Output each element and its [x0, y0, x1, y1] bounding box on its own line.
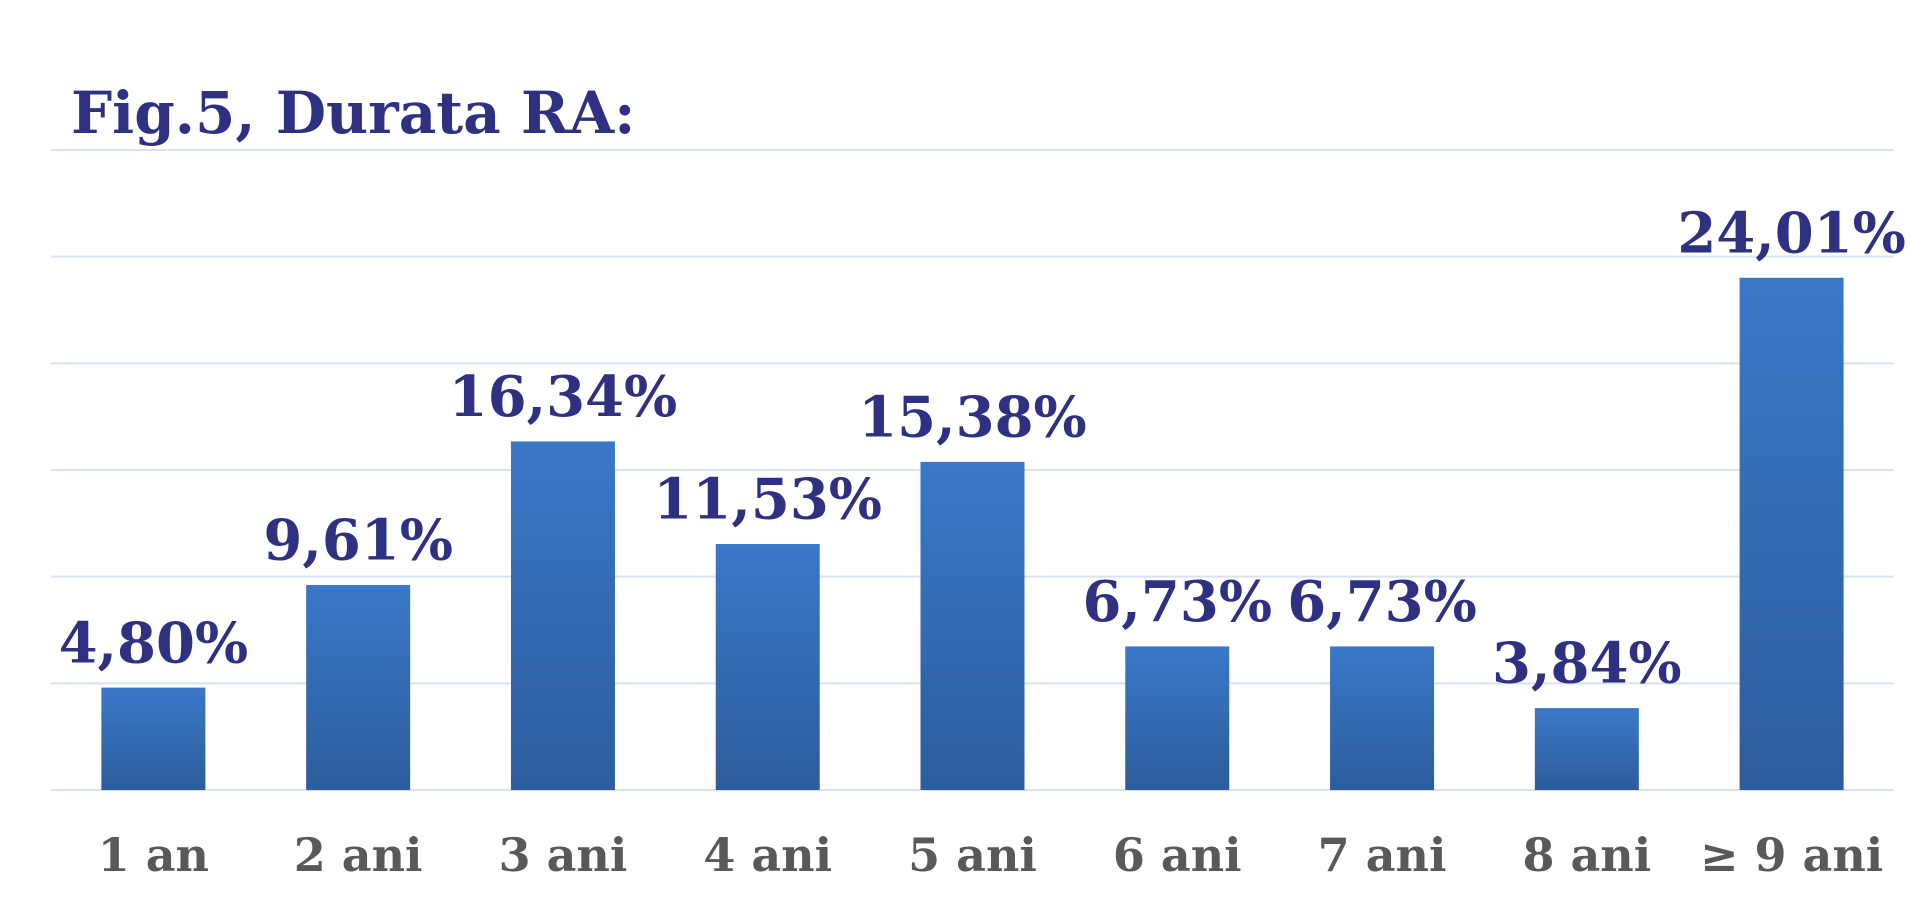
x-tick-label: 4 ani	[703, 828, 832, 882]
value-label: 6,73%	[1082, 569, 1272, 635]
x-tick-label: 1 an	[98, 828, 209, 882]
bar	[920, 461, 1025, 790]
bar	[1534, 708, 1639, 790]
bar	[101, 687, 206, 790]
x-tick-label: ≥ 9 ani	[1700, 828, 1883, 882]
bar	[1739, 277, 1844, 791]
x-tick-label: 2 ani	[294, 828, 423, 882]
x-tick-label: 5 ani	[908, 828, 1037, 882]
value-label: 15,38%	[858, 385, 1087, 451]
bar	[715, 544, 820, 790]
value-label: 11,53%	[653, 467, 882, 533]
value-label: 9,61%	[263, 508, 453, 574]
bar	[510, 441, 615, 790]
chart-title: Fig.5, Durata RA:	[71, 79, 635, 147]
bar	[1330, 646, 1435, 790]
x-tick-label: 6 ani	[1113, 828, 1242, 882]
value-label: 16,34%	[449, 364, 678, 430]
value-label: 24,01%	[1677, 200, 1906, 266]
x-tick-label: 3 ani	[499, 828, 628, 882]
bar	[1125, 646, 1230, 790]
bar	[306, 584, 411, 790]
value-label: 4,80%	[59, 610, 249, 676]
value-label: 3,84%	[1492, 631, 1682, 697]
value-label: 6,73%	[1287, 569, 1477, 635]
x-tick-label: 7 ani	[1318, 828, 1447, 882]
x-tick-label: 8 ani	[1522, 828, 1651, 882]
